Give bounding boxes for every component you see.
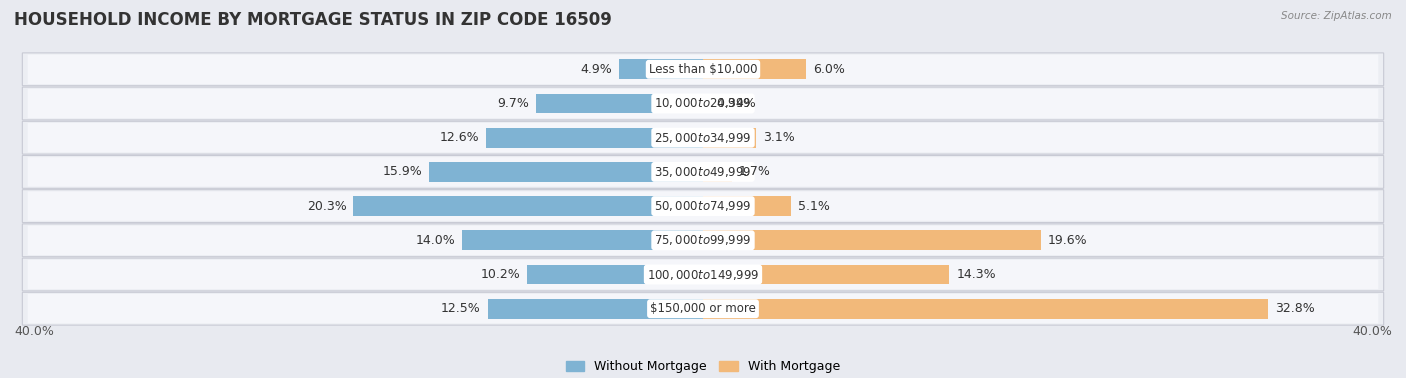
Text: 14.0%: 14.0% bbox=[415, 234, 456, 247]
Text: HOUSEHOLD INCOME BY MORTGAGE STATUS IN ZIP CODE 16509: HOUSEHOLD INCOME BY MORTGAGE STATUS IN Z… bbox=[14, 11, 612, 29]
Bar bbox=[703, 299, 1268, 319]
Text: 12.6%: 12.6% bbox=[440, 131, 479, 144]
FancyBboxPatch shape bbox=[22, 258, 1384, 291]
Text: 15.9%: 15.9% bbox=[382, 166, 422, 178]
Text: 40.0%: 40.0% bbox=[14, 325, 53, 338]
Bar bbox=[703, 128, 756, 148]
Legend: Without Mortgage, With Mortgage: Without Mortgage, With Mortgage bbox=[561, 355, 845, 378]
Text: 10.2%: 10.2% bbox=[481, 268, 520, 281]
Bar bbox=[703, 230, 1040, 250]
FancyBboxPatch shape bbox=[22, 53, 1384, 86]
FancyBboxPatch shape bbox=[22, 224, 1384, 257]
FancyBboxPatch shape bbox=[28, 157, 1378, 187]
FancyBboxPatch shape bbox=[22, 121, 1384, 154]
Text: 0.34%: 0.34% bbox=[716, 97, 755, 110]
Text: 1.7%: 1.7% bbox=[740, 166, 770, 178]
FancyBboxPatch shape bbox=[22, 190, 1384, 223]
Text: $100,000 to $149,999: $100,000 to $149,999 bbox=[647, 268, 759, 282]
Text: 20.3%: 20.3% bbox=[307, 200, 346, 212]
Text: $50,000 to $74,999: $50,000 to $74,999 bbox=[654, 199, 752, 213]
Bar bbox=[536, 94, 703, 113]
Bar bbox=[353, 196, 703, 216]
FancyBboxPatch shape bbox=[28, 54, 1378, 84]
Text: 6.0%: 6.0% bbox=[813, 63, 845, 76]
Text: 32.8%: 32.8% bbox=[1275, 302, 1315, 315]
Bar bbox=[486, 128, 703, 148]
Bar bbox=[703, 162, 733, 182]
FancyBboxPatch shape bbox=[22, 87, 1384, 120]
Text: $25,000 to $34,999: $25,000 to $34,999 bbox=[654, 131, 752, 145]
Text: 3.1%: 3.1% bbox=[763, 131, 794, 144]
Text: 14.3%: 14.3% bbox=[956, 268, 995, 281]
Bar bbox=[527, 265, 703, 284]
FancyBboxPatch shape bbox=[28, 226, 1378, 255]
FancyBboxPatch shape bbox=[28, 294, 1378, 324]
Text: $10,000 to $24,999: $10,000 to $24,999 bbox=[654, 96, 752, 110]
Text: 19.6%: 19.6% bbox=[1047, 234, 1087, 247]
FancyBboxPatch shape bbox=[28, 123, 1378, 152]
Text: 5.1%: 5.1% bbox=[797, 200, 830, 212]
Text: 12.5%: 12.5% bbox=[441, 302, 481, 315]
Text: $35,000 to $49,999: $35,000 to $49,999 bbox=[654, 165, 752, 179]
FancyBboxPatch shape bbox=[28, 89, 1378, 118]
FancyBboxPatch shape bbox=[28, 191, 1378, 221]
Text: Less than $10,000: Less than $10,000 bbox=[648, 63, 758, 76]
Bar bbox=[488, 299, 703, 319]
Bar bbox=[429, 162, 703, 182]
Bar bbox=[619, 59, 703, 79]
FancyBboxPatch shape bbox=[28, 260, 1378, 289]
Bar bbox=[703, 265, 949, 284]
Bar bbox=[461, 230, 703, 250]
Text: 4.9%: 4.9% bbox=[579, 63, 612, 76]
Bar bbox=[703, 94, 709, 113]
Text: Source: ZipAtlas.com: Source: ZipAtlas.com bbox=[1281, 11, 1392, 21]
FancyBboxPatch shape bbox=[22, 155, 1384, 188]
FancyBboxPatch shape bbox=[22, 292, 1384, 325]
Bar bbox=[703, 196, 790, 216]
Bar bbox=[703, 59, 807, 79]
Text: $75,000 to $99,999: $75,000 to $99,999 bbox=[654, 233, 752, 247]
Text: $150,000 or more: $150,000 or more bbox=[650, 302, 756, 315]
Text: 40.0%: 40.0% bbox=[1353, 325, 1392, 338]
Text: 9.7%: 9.7% bbox=[498, 97, 529, 110]
